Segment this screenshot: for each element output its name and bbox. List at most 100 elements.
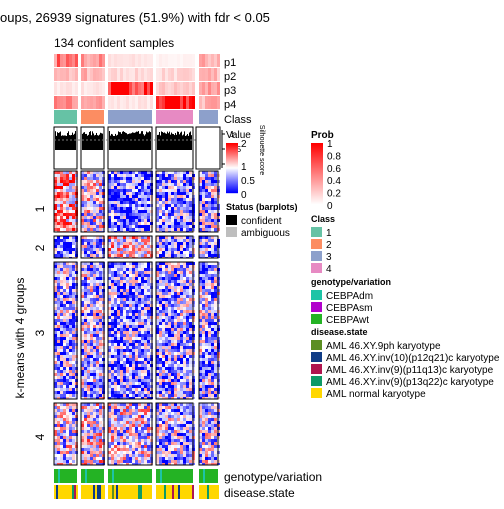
heatmap-cell [87, 292, 90, 295]
heatmap-cell [180, 180, 183, 183]
heatmap-cell [205, 385, 208, 388]
prob-cell [183, 68, 186, 81]
heatmap-cell [162, 251, 165, 254]
heatmap-cell [93, 313, 96, 316]
heatmap-cell [165, 198, 168, 201]
heatmap-cell [66, 439, 69, 442]
heatmap-cell [60, 343, 63, 346]
heatmap-cell [66, 316, 69, 319]
prob-cell [126, 82, 129, 95]
heatmap-cell [208, 298, 211, 301]
heatmap-cell [93, 280, 96, 283]
heatmap-cell [90, 307, 93, 310]
heatmap-cell [90, 328, 93, 331]
heatmap-cell [63, 251, 66, 254]
prob-cell [214, 96, 217, 109]
heatmap-cell [144, 421, 147, 424]
heatmap-cell [211, 283, 214, 286]
heatmap-cell [87, 186, 90, 189]
heatmap-cell [129, 445, 132, 448]
heatmap-cell [72, 427, 75, 430]
heatmap-cell [168, 370, 171, 373]
heatmap-cell [126, 373, 129, 376]
heatmap-cell [87, 222, 90, 225]
heatmap-cell [186, 219, 189, 222]
heatmap-cell [174, 355, 177, 358]
heatmap-cell [96, 322, 99, 325]
heatmap-cell [66, 271, 69, 274]
heatmap-cell [208, 274, 211, 277]
heatmap-cell [87, 219, 90, 222]
heatmap-cell [183, 245, 186, 248]
heatmap-cell [123, 424, 126, 427]
heatmap-cell [90, 242, 93, 245]
heatmap-cell [135, 406, 138, 409]
heatmap-cell [180, 213, 183, 216]
heatmap-cell [174, 280, 177, 283]
heatmap-cell [177, 201, 180, 204]
heatmap-cell [141, 304, 144, 307]
heatmap-cell [66, 183, 69, 186]
heatmap-cell [165, 373, 168, 376]
heatmap-cell [96, 415, 99, 418]
heatmap-cell [90, 216, 93, 219]
heatmap-cell [72, 376, 75, 379]
heatmap-cell [126, 177, 129, 180]
heatmap-cell [120, 242, 123, 245]
heatmap-cell [129, 251, 132, 254]
heatmap-cell [183, 376, 186, 379]
heatmap-cell [96, 177, 99, 180]
heatmap-cell [99, 242, 102, 245]
heatmap-cell [57, 177, 60, 180]
heatmap-cell [141, 239, 144, 242]
silhouette-bar [70, 135, 71, 150]
heatmap-cell [211, 331, 214, 334]
heatmap-cell [111, 457, 114, 460]
heatmap-cell [147, 334, 150, 337]
heatmap-cell [126, 358, 129, 361]
heatmap-cell [147, 412, 150, 415]
heatmap-cell [186, 307, 189, 310]
heatmap-cell [66, 373, 69, 376]
heatmap-cell [180, 328, 183, 331]
silhouette-bar [147, 132, 148, 150]
heatmap-cell [135, 361, 138, 364]
heatmap-cell [171, 228, 174, 231]
heatmap-cell [114, 174, 117, 177]
heatmap-cell [90, 445, 93, 448]
heatmap-cell [129, 248, 132, 251]
heatmap-cell [114, 265, 117, 268]
heatmap-cell [177, 409, 180, 412]
heatmap-cell [189, 189, 192, 192]
heatmap-cell [162, 316, 165, 319]
heatmap-cell [135, 457, 138, 460]
heatmap-cell [174, 298, 177, 301]
heatmap-cell [144, 186, 147, 189]
heatmap-cell [72, 373, 75, 376]
heatmap-cell [186, 251, 189, 254]
prob-cell [120, 96, 123, 109]
heatmap-cell [180, 198, 183, 201]
prob-cell [54, 54, 57, 67]
heatmap-cell [84, 451, 87, 454]
heatmap-cell [174, 376, 177, 379]
heatmap-cell [117, 388, 120, 391]
heatmap-cell [138, 180, 141, 183]
silhouette-bar [114, 136, 115, 150]
heatmap-cell [132, 331, 135, 334]
heatmap-cell [99, 352, 102, 355]
heatmap-cell [90, 433, 93, 436]
heatmap-cell [123, 355, 126, 358]
silhouette-bar [72, 133, 73, 150]
heatmap-cell [205, 322, 208, 325]
heatmap-cell [84, 364, 87, 367]
heatmap-cell [63, 245, 66, 248]
heatmap-cell [168, 331, 171, 334]
heatmap-cell [63, 304, 66, 307]
heatmap-cell [214, 346, 217, 349]
heatmap-cell [60, 358, 63, 361]
heatmap-cell [90, 454, 93, 457]
heatmap-cell [111, 331, 114, 334]
heatmap-cell [57, 228, 60, 231]
